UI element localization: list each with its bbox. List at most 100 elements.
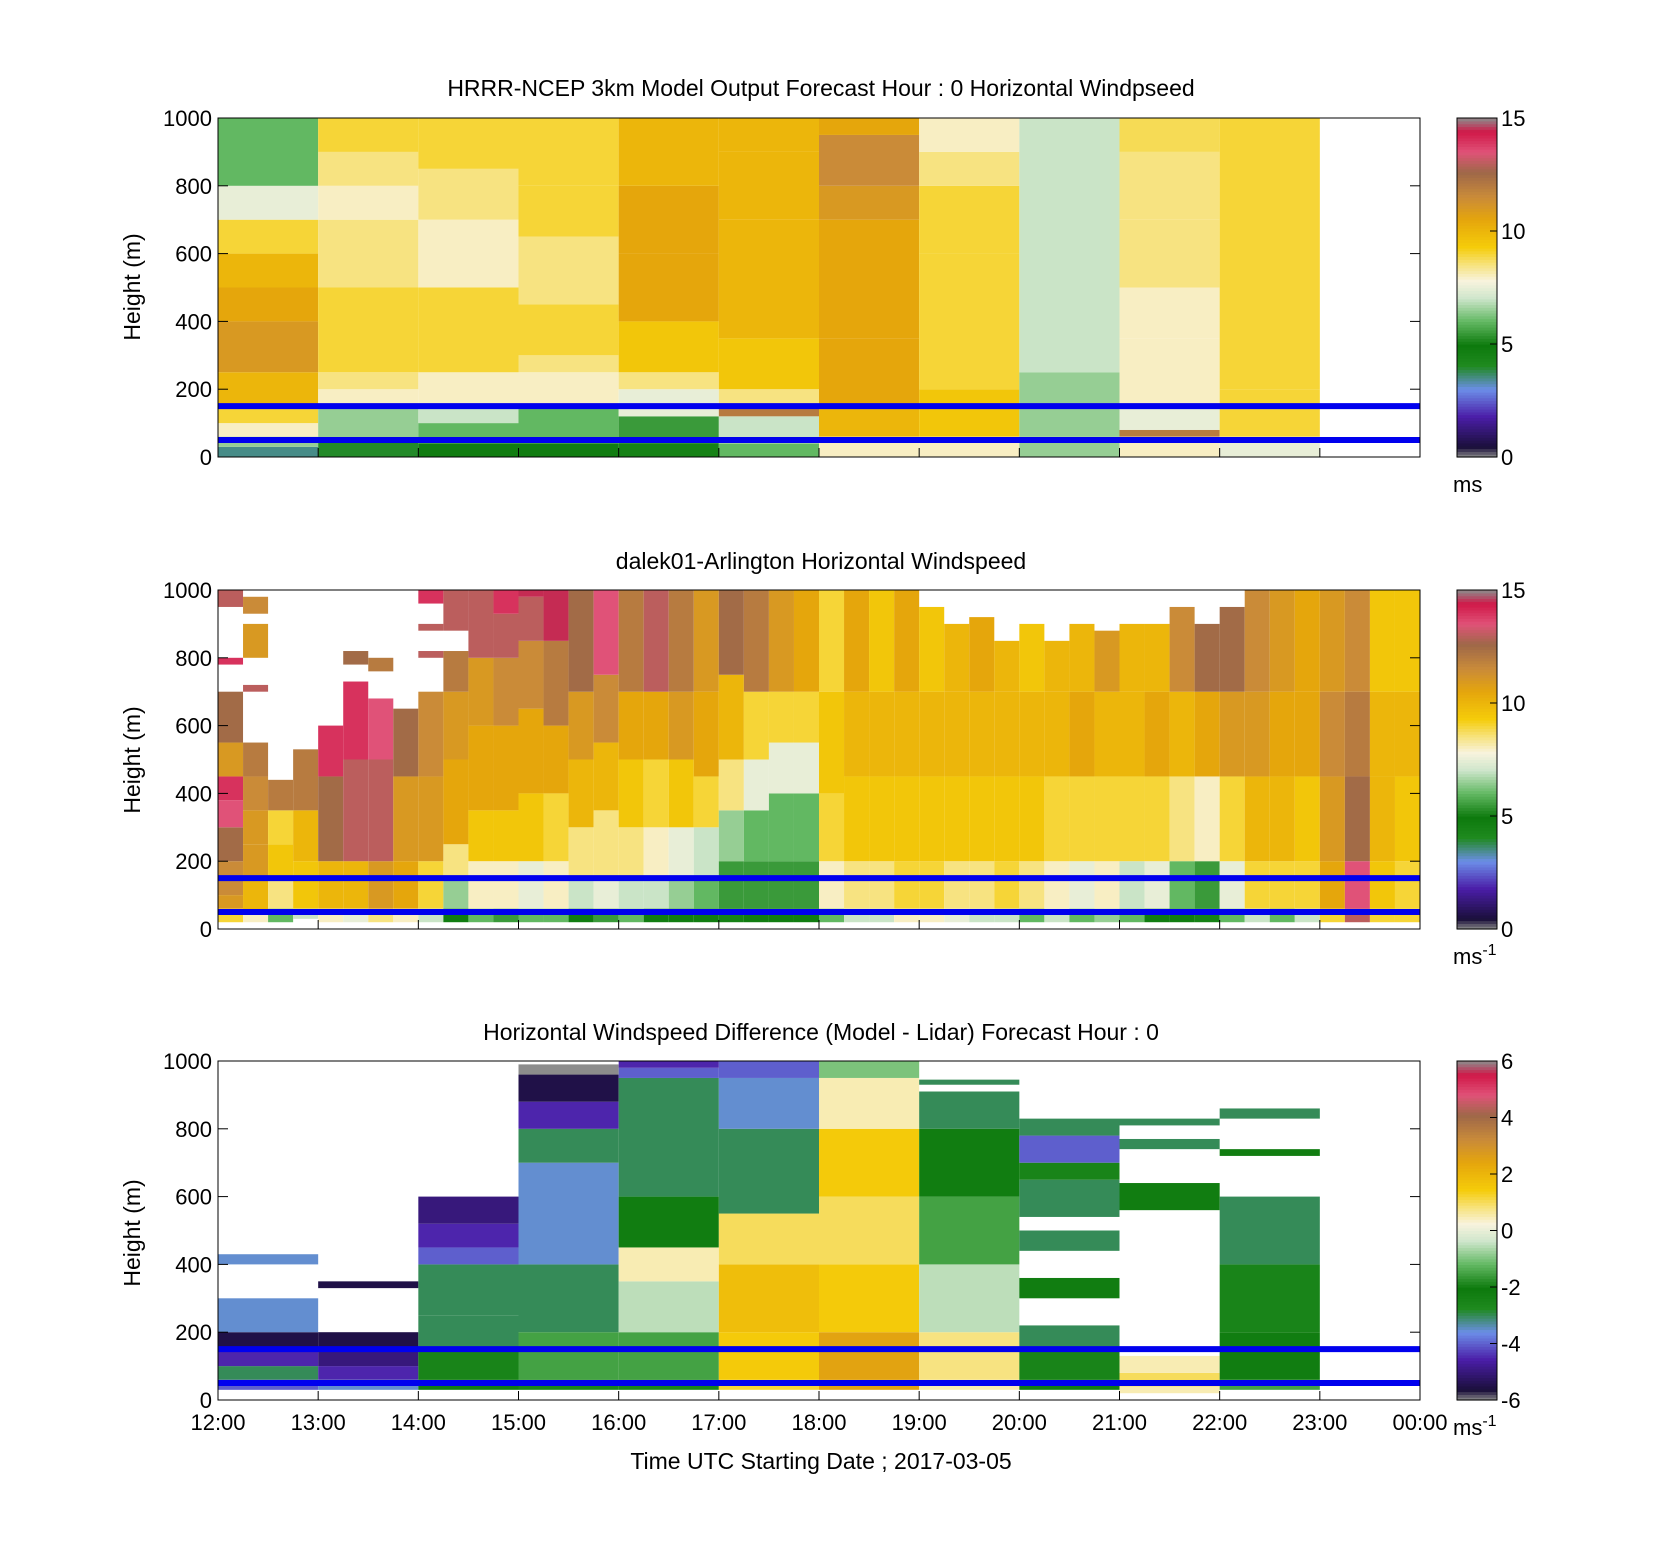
heatmap-cell (819, 406, 920, 437)
heatmap-cell (493, 590, 519, 614)
heatmap-cell (493, 725, 519, 811)
colorbar-segment (1457, 225, 1497, 229)
heatmap-cell (393, 776, 419, 862)
heatmap-cell (218, 185, 319, 220)
colorbar-segment (1457, 448, 1497, 452)
heatmap-cell (844, 691, 870, 777)
colorbar-segment (1457, 205, 1497, 209)
colorbar-segment (1457, 618, 1497, 622)
heatmap-cell (969, 776, 995, 862)
panel-title: HRRR-NCEP 3km Model Output Forecast Hour… (447, 75, 1194, 101)
colorbar-segment (1457, 889, 1497, 893)
heatmap-area: 0 200 400 600 800 1000 (163, 578, 1421, 942)
heatmap-cell (418, 691, 444, 777)
colorbar-tick-label: 0 (1501, 445, 1513, 470)
colorbar-segment (1457, 1185, 1497, 1189)
colorbar-segment (1457, 1151, 1497, 1155)
colorbar-segment (1457, 799, 1497, 803)
heatmap-cell (1244, 776, 1270, 862)
colorbar-tick-label: 15 (1501, 106, 1525, 131)
colorbar-segment (1457, 1244, 1497, 1249)
heatmap-cell (1119, 151, 1220, 220)
colorbar-segment (1457, 324, 1497, 328)
heatmap-cell (1119, 1386, 1220, 1394)
heatmap-cell (1094, 691, 1120, 777)
heatmap-cell (518, 793, 544, 862)
heatmap-cell (1019, 1179, 1120, 1217)
heatmap-cell (218, 1366, 319, 1380)
heatmap-cell (218, 1254, 319, 1265)
colorbar-segment (1457, 705, 1497, 710)
colorbar-segment (1457, 810, 1497, 814)
colorbar-segment (1457, 1284, 1497, 1288)
heatmap-cell (1069, 861, 1095, 909)
colorbar-segment (1457, 654, 1497, 659)
colorbar-segment (1457, 1349, 1497, 1353)
heatmap-cell (718, 338, 819, 390)
heatmap-cell (718, 590, 744, 675)
colorbar-segment (1457, 214, 1497, 218)
colorbar-segment (1457, 1154, 1497, 1158)
colorbar-segment (1457, 1219, 1497, 1223)
colorbar-segment (1457, 674, 1497, 679)
colorbar-segment (1457, 827, 1497, 831)
heatmap-cell (1019, 1118, 1120, 1136)
heatmap-cell (418, 118, 519, 169)
colorbar-segment (1457, 1346, 1497, 1350)
colorbar-segment (1457, 295, 1497, 300)
heatmap-cell (1194, 861, 1220, 909)
heatmap-cell (1219, 1196, 1320, 1265)
heatmap-cell (693, 878, 719, 909)
colorbar-segment (1457, 451, 1497, 455)
colorbar-segment (1457, 748, 1497, 752)
heatmap-cell (1269, 691, 1295, 777)
colorbar-segment (1457, 134, 1497, 139)
colorbar-segment (1457, 1080, 1497, 1085)
colorbar-segment (1457, 256, 1497, 260)
x-tick-label: 17:00 (691, 1410, 746, 1435)
colorbar-segment (1457, 683, 1497, 687)
x-axis-label: Time UTC Starting Date ; 2017-03-05 (630, 1448, 1011, 1474)
heatmap-cell (518, 1264, 619, 1333)
colorbar-segment (1457, 366, 1497, 371)
heatmap-cell (318, 287, 419, 373)
heatmap-cell (1219, 1149, 1320, 1156)
colorbar-segment (1457, 341, 1497, 345)
colorbar-segment (1457, 318, 1497, 322)
heatmap-cell (894, 776, 920, 862)
panel-model: HRRR-NCEP 3km Model Output Forecast Hour… (119, 75, 1525, 497)
colorbar-segment (1457, 174, 1497, 178)
y-tick-label: 1000 (163, 1049, 212, 1074)
heatmap-cell (318, 406, 419, 441)
heatmap-cell (243, 623, 269, 658)
heatmap-cell (718, 1061, 819, 1078)
colorbar-segment (1457, 1086, 1497, 1090)
heatmap-cell (994, 691, 1020, 777)
colorbar-segment (1457, 1111, 1497, 1116)
heatmap-cell (518, 1101, 619, 1129)
colorbar-segment (1457, 1301, 1497, 1305)
colorbar-segment (1457, 886, 1497, 891)
heatmap-cell (919, 253, 1020, 390)
x-tick-label: 12:00 (190, 1410, 245, 1435)
heatmap-cell (919, 1196, 1020, 1265)
heatmap-cell (718, 674, 744, 760)
colorbar-segment (1457, 352, 1497, 356)
heatmap-cell (919, 389, 1020, 437)
colorbar-segment (1457, 1340, 1497, 1345)
heatmap-cell (218, 800, 244, 828)
colorbar-segment (1457, 1357, 1497, 1362)
colorbar-segment (1457, 909, 1497, 913)
heatmap-cell (543, 793, 569, 862)
heatmap-cell (844, 590, 870, 692)
colorbar-segment (1457, 1103, 1497, 1107)
colorbar-segment (1457, 1287, 1497, 1291)
heatmap-cell (1169, 776, 1195, 862)
heatmap-cell (393, 861, 419, 909)
colorbar-segment (1457, 878, 1497, 882)
heatmap-cell (1169, 606, 1195, 692)
colorbar-segment (1457, 327, 1497, 331)
heatmap-cell (1219, 1332, 1320, 1380)
colorbar-segment (1457, 310, 1497, 314)
y-tick-label: 1000 (163, 578, 212, 603)
